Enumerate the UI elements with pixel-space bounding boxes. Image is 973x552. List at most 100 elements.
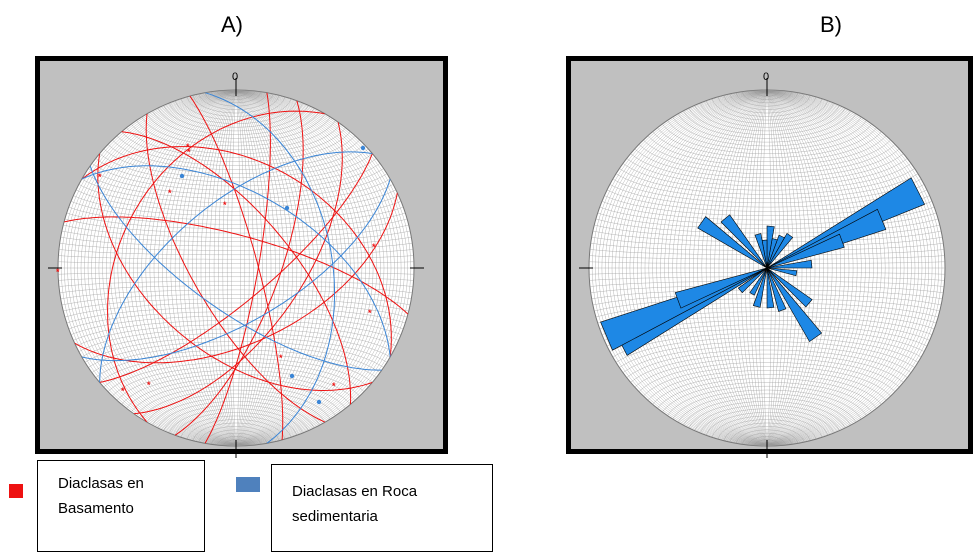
net-parallel: [136, 386, 336, 416]
net-parallel: [662, 123, 872, 154]
basement-great-circle: [81, 146, 392, 358]
net-parallel: [735, 92, 799, 107]
sedimentary-pole: [360, 145, 366, 151]
basement-great-circle: [99, 153, 373, 383]
basement-pole: *: [98, 172, 102, 182]
rose-petal: [752, 267, 768, 308]
net-parallel: [638, 144, 896, 174]
net-parallel: [612, 333, 922, 358]
net-parallel: [68, 311, 404, 330]
net-parallel: [107, 144, 365, 174]
net-parallel: [152, 397, 320, 426]
net-parallel: [198, 426, 274, 443]
net-parallel: [70, 315, 402, 335]
net-parallel: [223, 439, 249, 446]
net-parallel: [694, 404, 840, 431]
net-parallel: [742, 91, 792, 104]
rose-diagram: [600, 177, 926, 356]
panel-b-label: B): [820, 12, 842, 37]
panel-a-label: A): [221, 12, 243, 37]
net-parallel: [677, 393, 857, 423]
net-parallel: [116, 370, 356, 401]
net-parallel: [657, 127, 877, 158]
net-parallel: [662, 382, 872, 413]
net-parallel: [735, 429, 799, 444]
rose-petal: [766, 267, 787, 312]
net-parallel: [180, 98, 292, 121]
net-parallel: [107, 362, 365, 392]
net-parallel: [223, 90, 249, 97]
net-parallel: [126, 127, 346, 158]
net-parallel: [622, 163, 912, 191]
rose-petal: [766, 267, 823, 343]
net-parallel: [192, 95, 280, 114]
net-parallel: [643, 366, 891, 397]
net-parallel: [73, 195, 399, 216]
legend-basement-swatch: [9, 484, 23, 498]
net-parallel: [677, 113, 857, 143]
net-parallel: [688, 107, 846, 135]
net-parallel: [700, 408, 834, 434]
net-parallel: [81, 333, 391, 358]
legend-sedimentary-line1: Diaclasas en Roca: [292, 483, 418, 500]
basement-pole: *: [372, 242, 376, 252]
stereonet-a-ticks: [48, 78, 424, 458]
net-parallel: [59, 285, 413, 293]
rose-petal: [737, 267, 768, 294]
net-parallel: [60, 289, 412, 300]
basement-great-circle: [174, 100, 304, 436]
basement-pole: *: [187, 147, 191, 157]
net-parallel: [700, 102, 834, 128]
net-parallel: [84, 337, 388, 363]
net-parallel: [163, 404, 309, 431]
net-parallel: [717, 419, 817, 440]
sedimentary-great-circle: [81, 165, 391, 358]
basement-great-circle: [133, 122, 343, 415]
net-parallel: [723, 95, 811, 114]
net-parallel: [634, 148, 900, 178]
net-parallel: [626, 349, 908, 378]
basement-pole: *: [223, 200, 227, 210]
net-parallel: [70, 201, 402, 221]
net-parallel: [63, 298, 409, 312]
net-parallel: [58, 281, 414, 287]
stereonet-a-north-label: 0: [232, 71, 238, 83]
net-parallel: [688, 401, 846, 429]
basement-great-circle: [74, 192, 398, 364]
sedimentary-pole: [289, 373, 295, 379]
net-parallel: [58, 261, 414, 264]
net-parallel: [58, 272, 414, 275]
net-parallel: [163, 105, 309, 132]
net-parallel: [705, 100, 829, 124]
net-parallel: [711, 98, 823, 121]
net-parallel: [66, 307, 406, 324]
net-parallel: [211, 91, 261, 104]
net-parallel: [95, 349, 377, 378]
net-parallel: [146, 113, 326, 143]
rose-petal: [766, 267, 798, 277]
net-parallel: [192, 422, 280, 441]
net-parallel: [59, 243, 413, 251]
net-parallel: [634, 358, 900, 388]
net-parallel: [180, 415, 292, 438]
net-parallel: [141, 389, 331, 420]
net-parallel: [75, 324, 397, 347]
net-parallel: [64, 302, 408, 318]
rose-petal: [697, 216, 768, 269]
net-parallel: [64, 218, 408, 234]
net-parallel: [121, 374, 351, 405]
net-parallel: [630, 153, 904, 183]
sedimentary-great-circle: [81, 178, 391, 362]
net-parallel: [647, 135, 887, 166]
rose-petal: [766, 233, 845, 269]
net-parallel: [657, 378, 877, 409]
net-parallel: [748, 90, 786, 100]
sedimentary-great-circle: [99, 151, 373, 383]
net-parallel: [66, 212, 406, 229]
net-parallel: [652, 374, 882, 405]
net-parallel: [95, 158, 377, 187]
stereonet-b-grid: [589, 90, 945, 446]
net-parallel: [99, 353, 373, 383]
net-parallel: [683, 397, 851, 426]
net-parallel: [622, 345, 912, 373]
